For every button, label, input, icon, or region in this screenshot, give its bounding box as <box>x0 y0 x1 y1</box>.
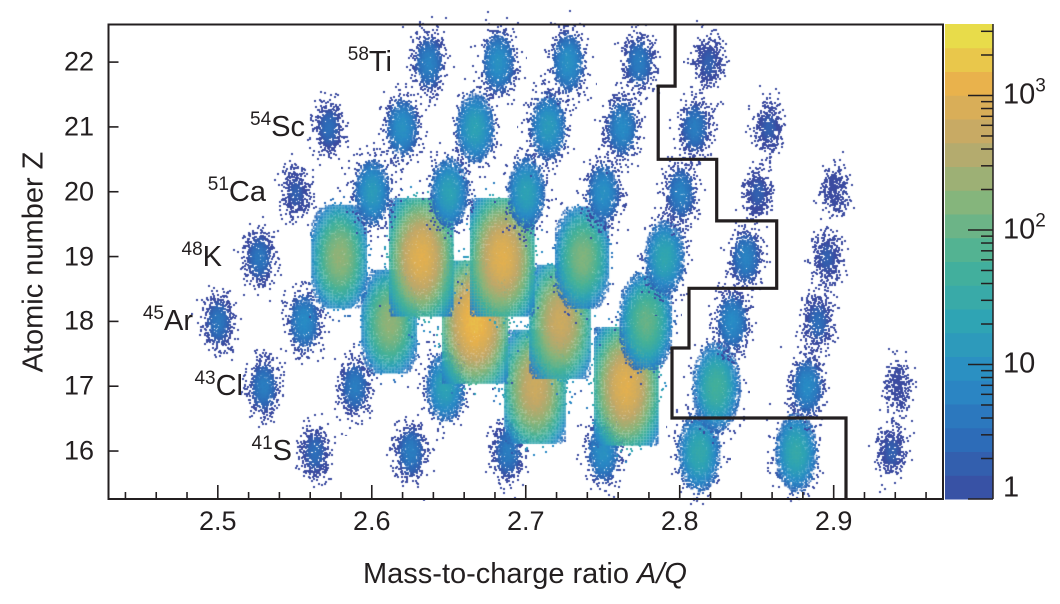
cluster-58-z20 <box>810 148 858 235</box>
colorbar-band <box>945 119 993 144</box>
colorbar-band <box>945 47 993 72</box>
y-tick-label: 18 <box>63 305 94 336</box>
colorbar-band <box>945 451 993 476</box>
colorbar-tick-label: 103 <box>1003 75 1046 111</box>
colorbar-band <box>945 214 993 239</box>
colorbar-band <box>945 380 993 405</box>
y-tick-label: 20 <box>63 176 94 207</box>
colorbar-band <box>945 332 993 357</box>
mass-number: 43 <box>194 368 216 390</box>
isotope-label: 58Ti <box>348 44 392 80</box>
colorbar-band <box>945 404 993 429</box>
colorbar-band <box>945 285 993 310</box>
colorbar-band <box>945 475 993 500</box>
colorbar-band <box>945 24 993 49</box>
ticks <box>108 61 927 499</box>
cluster-61-z22 <box>610 12 665 113</box>
element-symbol: Ti <box>368 46 392 79</box>
x-tick-label: 2.9 <box>814 506 853 536</box>
isotope-label: 48K <box>182 239 222 275</box>
x-tick-label: 2.8 <box>660 506 699 536</box>
element-symbol: Ar <box>164 305 193 338</box>
element-symbol: S <box>272 435 292 468</box>
mass-number: 54 <box>250 108 272 130</box>
element-symbol: Cl <box>215 370 243 403</box>
colorbar-band <box>945 142 993 167</box>
plot-frame <box>107 23 944 500</box>
cluster-59-z22 <box>468 8 528 117</box>
x-axis-label: Mass-to-charge ratio A/Q <box>363 558 687 590</box>
colorbar-band <box>945 261 993 286</box>
colorbar-tick-label: 1 <box>1003 471 1020 504</box>
cluster-50-z17 <box>873 343 921 430</box>
isotope-label: 41S <box>252 433 292 469</box>
mass-number: 48 <box>181 238 203 260</box>
isotope-label: 43Cl <box>194 368 243 404</box>
element-symbol: Sc <box>271 110 305 143</box>
colorbar-band <box>945 166 993 191</box>
mass-number: 45 <box>142 303 164 325</box>
x-tick-label: 2.5 <box>199 506 237 536</box>
colorbar-band <box>945 356 993 381</box>
isotope-label: 45Ar <box>143 303 193 339</box>
x-tick-label: 2.7 <box>506 506 545 536</box>
colorbar-band <box>945 95 993 120</box>
mass-number: 58 <box>347 44 369 66</box>
element-symbol: Ca <box>228 175 266 208</box>
colorbar <box>945 24 994 500</box>
cluster-58-z22 <box>399 11 456 114</box>
cluster-60-z21 <box>742 80 793 173</box>
mass-number: 41 <box>251 433 273 455</box>
isotope-label: 51Ca <box>208 174 266 210</box>
y-tick-label: 19 <box>63 241 94 272</box>
cluster-60-z22 <box>538 8 598 117</box>
y-tick-label: 16 <box>63 435 94 466</box>
colorbar-tick-label: 102 <box>1003 210 1046 246</box>
y-axis-label: Atomic number Z <box>17 151 50 373</box>
boundary-line <box>656 24 848 499</box>
cluster-62-z22 <box>682 16 733 109</box>
colorbar-band <box>945 237 993 262</box>
y-tick-label: 22 <box>63 46 94 77</box>
colorbar-band <box>945 309 993 334</box>
colorbar-band <box>945 427 993 452</box>
element-symbol: K <box>202 240 222 273</box>
colorbar-band <box>945 71 993 96</box>
isotope-label: 54Sc <box>250 109 305 145</box>
mass-number: 51 <box>207 173 229 195</box>
colorbar-band <box>945 190 993 215</box>
colorbar-tick-label: 10 <box>1003 347 1036 380</box>
cluster-54-z21 <box>301 79 354 175</box>
y-tick-label: 21 <box>63 111 94 142</box>
x-tick-label: 2.6 <box>353 506 391 536</box>
y-tick-label: 17 <box>63 370 94 401</box>
